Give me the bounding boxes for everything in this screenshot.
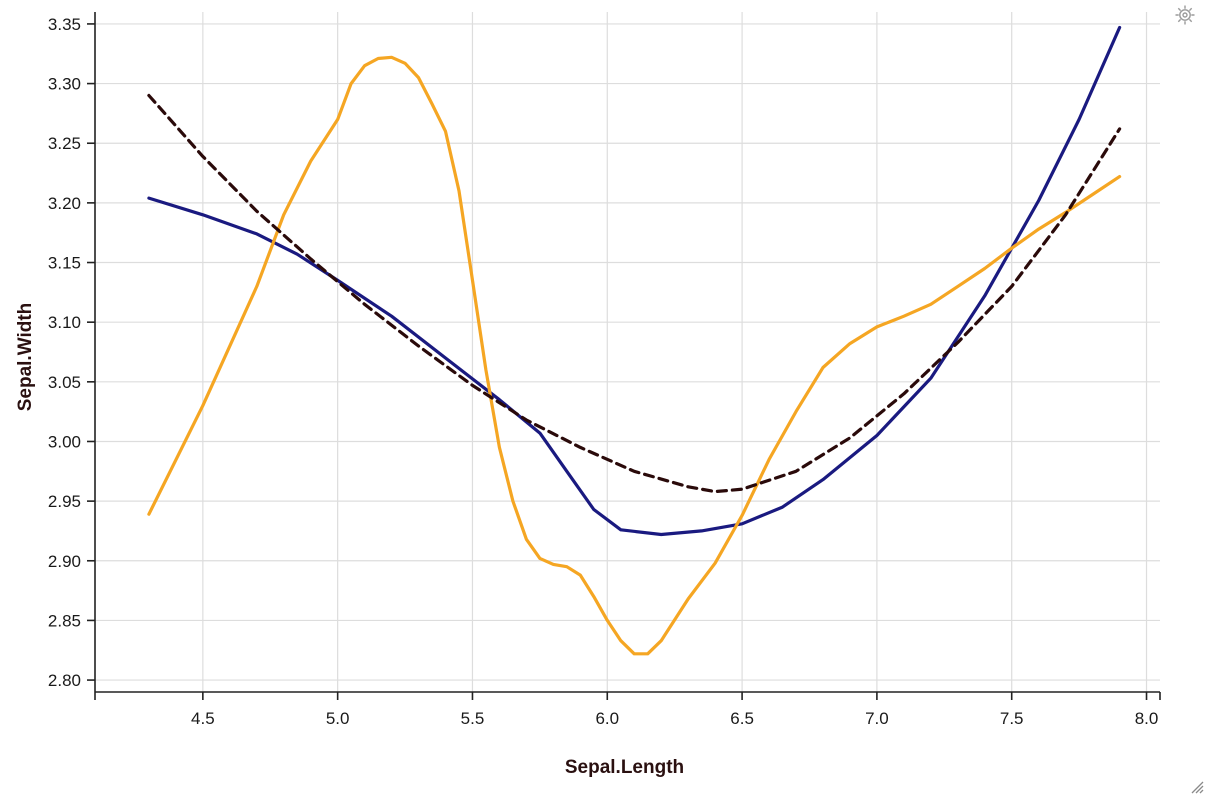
x-tick-label: 4.5 — [191, 709, 215, 728]
y-tick-label: 3.25 — [48, 134, 81, 153]
y-tick-label: 3.20 — [48, 194, 81, 213]
y-tick-label: 3.35 — [48, 15, 81, 34]
x-tick-label: 7.0 — [865, 709, 889, 728]
gear-icon[interactable] — [1174, 4, 1196, 26]
x-tick-label: 5.0 — [326, 709, 350, 728]
series-line-smooth-navy — [147, 25, 1122, 537]
series-line-dashed-fit — [147, 93, 1122, 494]
series-layer — [147, 25, 1122, 656]
y-tick-label: 3.00 — [48, 432, 81, 451]
series-line-smooth-orange — [147, 55, 1122, 656]
grid — [95, 12, 1160, 692]
y-tick-label: 2.90 — [48, 552, 81, 571]
y-tick-label: 3.30 — [48, 75, 81, 94]
y-tick-label: 2.80 — [48, 671, 81, 690]
x-tick-label: 7.5 — [1000, 709, 1024, 728]
x-tick-label: 6.5 — [730, 709, 754, 728]
x-tick-label: 5.5 — [461, 709, 485, 728]
resize-handle-icon[interactable] — [1190, 780, 1204, 794]
y-tick-label: 3.15 — [48, 254, 81, 273]
x-tick-label: 8.0 — [1135, 709, 1159, 728]
y-tick-label: 2.95 — [48, 492, 81, 511]
y-tick-label: 3.10 — [48, 313, 81, 332]
y-tick-label: 2.85 — [48, 611, 81, 630]
x-tick-label: 6.0 — [595, 709, 619, 728]
x-axis-title: Sepal.Length — [565, 757, 684, 778]
y-tick-label: 3.05 — [48, 373, 81, 392]
axes: 4.5 5.0 5.5 6.0 6.5 7.0 7.5 8.0 2.80 2.85 2.90 2.95… — [48, 12, 1161, 728]
y-axis-title: Sepal.Width — [15, 303, 36, 412]
